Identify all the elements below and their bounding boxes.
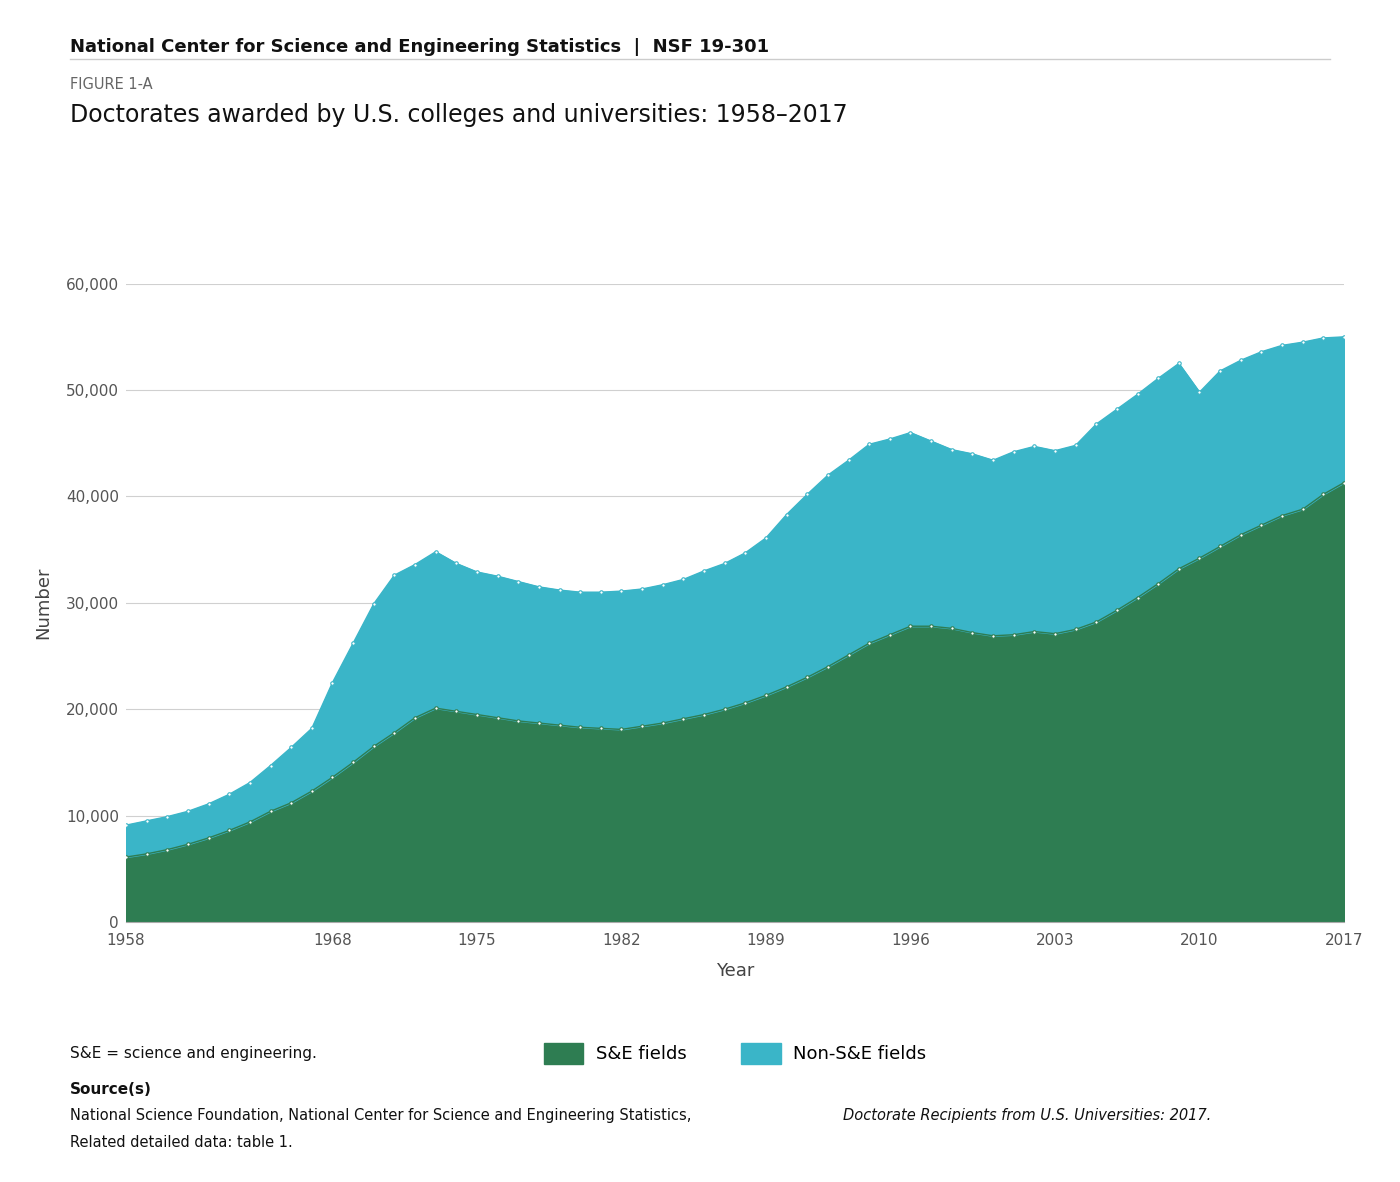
Text: Source(s): Source(s) <box>70 1082 151 1097</box>
Y-axis label: Number: Number <box>34 566 52 639</box>
Text: Doctorates awarded by U.S. colleges and universities: 1958–2017: Doctorates awarded by U.S. colleges and … <box>70 103 847 126</box>
Text: National Science Foundation, National Center for Science and Engineering Statist: National Science Foundation, National Ce… <box>70 1108 696 1123</box>
Text: Related detailed data: table 1.: Related detailed data: table 1. <box>70 1135 293 1150</box>
Legend: S&E fields, Non-S&E fields: S&E fields, Non-S&E fields <box>543 1043 927 1064</box>
Text: FIGURE 1-A: FIGURE 1-A <box>70 77 153 92</box>
Text: National Center for Science and Engineering Statistics  |  NSF 19-301: National Center for Science and Engineer… <box>70 38 769 56</box>
Text: Doctorate Recipients from U.S. Universities: 2017.: Doctorate Recipients from U.S. Universit… <box>843 1108 1211 1123</box>
Text: S&E = science and engineering.: S&E = science and engineering. <box>70 1046 316 1061</box>
X-axis label: Year: Year <box>715 962 755 980</box>
